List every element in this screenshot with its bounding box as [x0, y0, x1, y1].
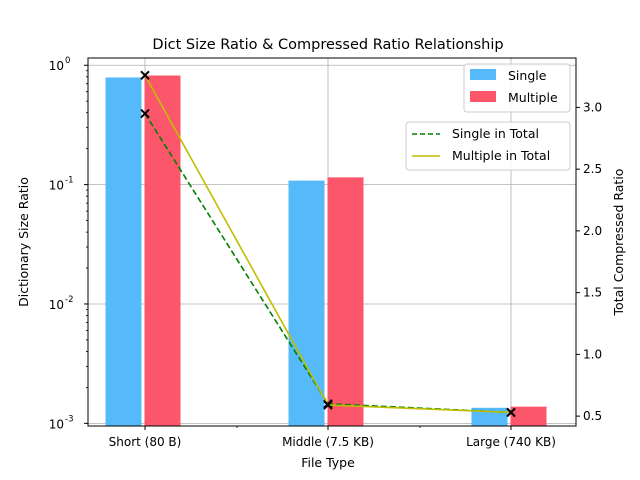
left-tick-exponent: -3	[65, 414, 73, 424]
plot-frame	[87, 57, 577, 427]
bar-single	[105, 77, 142, 427]
legend-lines-box	[405, 121, 571, 171]
x-tick-label: Large (740 KB)	[466, 435, 556, 449]
right-tick-label: 0.5	[583, 409, 602, 423]
legend-swatch-single	[470, 69, 496, 80]
line-marker	[140, 70, 150, 80]
series-lines	[140, 70, 516, 418]
chart-title: Dict Size Ratio & Compressed Ratio Relat…	[152, 37, 503, 53]
bar-multiple	[144, 75, 181, 427]
x-axis: Short (80 B) Middle (7.5 KB) Large (740 KB…	[109, 426, 556, 449]
left-tick-exponent: -1	[65, 176, 73, 186]
right-tick-label: 1.0	[583, 347, 602, 361]
y-axis-label-left: Dictionary Size Ratio	[16, 177, 31, 307]
legend-label-single-in-total: Single in Total	[452, 126, 539, 141]
left-tick-label: 10	[49, 179, 64, 193]
legend-lines: Single in Total Multiple in Total	[405, 121, 571, 171]
x-tick-label: Short (80 B)	[109, 435, 182, 449]
line-marker	[506, 407, 516, 418]
left-tick-label: 10	[49, 298, 64, 312]
y-axis-label-right: Total Compressed Ratio	[611, 169, 626, 317]
legend-label-multiple-in-total: Multiple in Total	[452, 148, 550, 163]
left-tick-label: 10	[49, 417, 64, 431]
line-marker	[140, 108, 150, 119]
bar-multiple	[327, 177, 364, 426]
x-axis-label: File Type	[301, 455, 355, 470]
legend-bars: Single Multiple	[463, 63, 571, 113]
right-tick-label: 1.5	[583, 286, 602, 300]
legend-label-single: Single	[508, 68, 547, 83]
line-marker	[323, 400, 333, 410]
legend-label-multiple: Multiple	[508, 90, 558, 105]
legend-swatch-multiple	[470, 91, 496, 102]
right-tick-label: 3.0	[583, 100, 602, 114]
left-tick-exponent: -2	[65, 295, 73, 305]
bar-single	[288, 180, 325, 426]
bar-multiple	[510, 406, 547, 426]
left-tick-label: 10	[49, 59, 64, 73]
x-tick-label: Middle (7.5 KB)	[282, 435, 374, 449]
left-tick-exponent: 0	[65, 56, 70, 66]
right-tick-label: 2.0	[583, 224, 602, 238]
right-tick-label: 2.5	[583, 162, 602, 176]
right-axis: 0.5 1.0 1.5 2.0 2.5 3.0	[576, 100, 602, 423]
